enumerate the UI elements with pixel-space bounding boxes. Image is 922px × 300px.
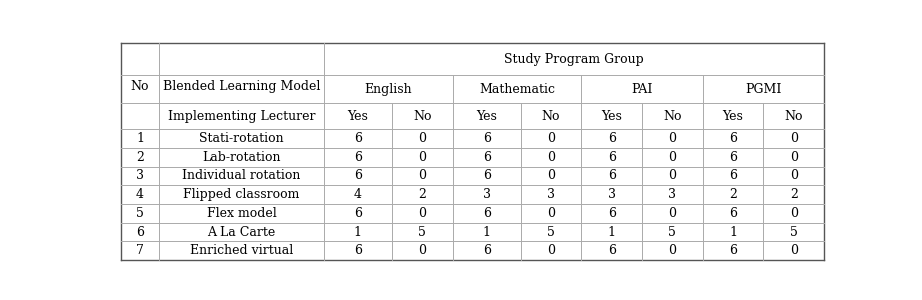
Text: No: No [413,110,431,123]
Text: 3: 3 [608,188,616,201]
Text: 0: 0 [790,207,798,220]
Text: 5: 5 [790,226,798,238]
Text: 2: 2 [419,188,426,201]
Text: 6: 6 [354,244,361,257]
Text: Mathematic: Mathematic [479,83,555,96]
Text: 6: 6 [608,132,616,145]
Text: 0: 0 [668,169,677,182]
Text: 3: 3 [668,188,677,201]
Text: 1: 1 [136,132,144,145]
Text: 1: 1 [354,226,361,238]
Text: 6: 6 [136,226,144,238]
Text: 5: 5 [547,226,555,238]
Text: 2: 2 [790,188,798,201]
Text: No: No [785,110,803,123]
Text: 1: 1 [608,226,616,238]
Text: Yes: Yes [477,110,497,123]
Text: 0: 0 [790,132,798,145]
Text: 6: 6 [729,207,737,220]
Text: PGMI: PGMI [745,83,782,96]
Text: A La Carte: A La Carte [207,226,276,238]
Text: 6: 6 [729,244,737,257]
Text: Study Program Group: Study Program Group [504,52,644,66]
Text: 6: 6 [482,132,491,145]
Text: Stati-rotation: Stati-rotation [199,132,284,145]
Text: No: No [663,110,681,123]
Text: Yes: Yes [348,110,368,123]
Text: 4: 4 [354,188,361,201]
Text: 1: 1 [729,226,737,238]
Text: 0: 0 [419,207,426,220]
Text: Lab-rotation: Lab-rotation [202,151,280,164]
Text: 2: 2 [136,151,144,164]
Text: 2: 2 [729,188,737,201]
Text: 0: 0 [419,151,426,164]
Text: 3: 3 [136,169,144,182]
Text: 1: 1 [482,226,491,238]
Text: 0: 0 [668,132,677,145]
Text: Flex model: Flex model [207,207,277,220]
Text: 6: 6 [482,207,491,220]
Text: 0: 0 [668,244,677,257]
Text: 0: 0 [419,244,426,257]
Text: 0: 0 [547,132,555,145]
Text: 6: 6 [354,169,361,182]
Text: Enriched virtual: Enriched virtual [190,244,293,257]
Text: 6: 6 [608,169,616,182]
Text: 0: 0 [547,207,555,220]
Text: Flipped classroom: Flipped classroom [183,188,300,201]
Text: 6: 6 [608,207,616,220]
Text: PAI: PAI [632,83,653,96]
Text: 6: 6 [608,244,616,257]
Text: 6: 6 [729,151,737,164]
Text: Yes: Yes [601,110,622,123]
Text: Implementing Lecturer: Implementing Lecturer [168,110,315,123]
Text: No: No [131,80,149,92]
Text: 5: 5 [668,226,677,238]
Text: 0: 0 [547,169,555,182]
Text: 0: 0 [419,169,426,182]
Text: 0: 0 [547,151,555,164]
Text: 6: 6 [482,244,491,257]
Text: Yes: Yes [723,110,743,123]
Text: Blended Learning Model: Blended Learning Model [163,80,320,92]
Text: Individual rotation: Individual rotation [183,169,301,182]
Text: 4: 4 [136,188,144,201]
Text: 6: 6 [354,207,361,220]
Text: 7: 7 [136,244,144,257]
Text: 3: 3 [547,188,555,201]
Text: 6: 6 [608,151,616,164]
Text: English: English [364,83,412,96]
Text: 0: 0 [790,151,798,164]
Text: No: No [542,110,561,123]
Text: 6: 6 [482,151,491,164]
Text: 6: 6 [354,151,361,164]
Text: 6: 6 [482,169,491,182]
Text: 6: 6 [729,132,737,145]
Text: 0: 0 [668,207,677,220]
Text: 3: 3 [482,188,491,201]
Text: 0: 0 [790,169,798,182]
Text: 0: 0 [668,151,677,164]
Text: 0: 0 [790,244,798,257]
Text: 6: 6 [354,132,361,145]
Text: 6: 6 [729,169,737,182]
Text: 5: 5 [419,226,426,238]
Text: 5: 5 [136,207,144,220]
Text: 0: 0 [547,244,555,257]
Text: 0: 0 [419,132,426,145]
